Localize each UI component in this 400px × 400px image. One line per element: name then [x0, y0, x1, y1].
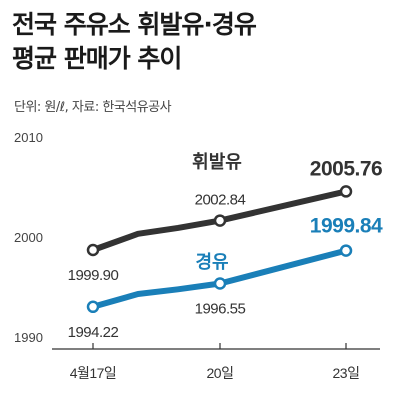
source-note: 단위: 원/ℓ, 자료: 한국석유공사 — [14, 100, 172, 115]
data-point — [86, 243, 100, 257]
y-tick-label: 1990 — [14, 330, 43, 345]
data-label: 2002.84 — [195, 192, 246, 209]
series-name: 경유 — [195, 252, 228, 272]
chart-title: 전국 주유소 휘발유·경유 평균 판매가 추이 — [12, 8, 257, 76]
data-label: 1996.55 — [195, 301, 246, 318]
data-label: 1994.22 — [68, 324, 119, 341]
data-point — [86, 300, 100, 314]
series-line-0 — [90, 188, 349, 253]
data-point — [339, 185, 353, 198]
data-point — [339, 244, 353, 257]
series-line-1 — [90, 247, 349, 310]
data-point — [213, 214, 227, 227]
series-name: 휘발유 — [192, 151, 242, 172]
x-tick-label: 20일 — [207, 365, 234, 381]
data-point — [213, 277, 227, 290]
y-tick-label: 2010 — [14, 130, 43, 145]
data-label: 1999.90 — [68, 267, 119, 284]
x-tick-label: 4월17일 — [70, 365, 117, 381]
title-line-2: 평균 판매가 추이 — [12, 44, 182, 73]
y-tick-label: 2000 — [14, 230, 43, 245]
data-label: 2005.76 — [310, 157, 382, 180]
x-tick-label: 23일 — [333, 365, 360, 381]
data-label: 1999.84 — [310, 215, 383, 238]
title-line-1: 전국 주유소 휘발유·경유 — [12, 10, 257, 39]
